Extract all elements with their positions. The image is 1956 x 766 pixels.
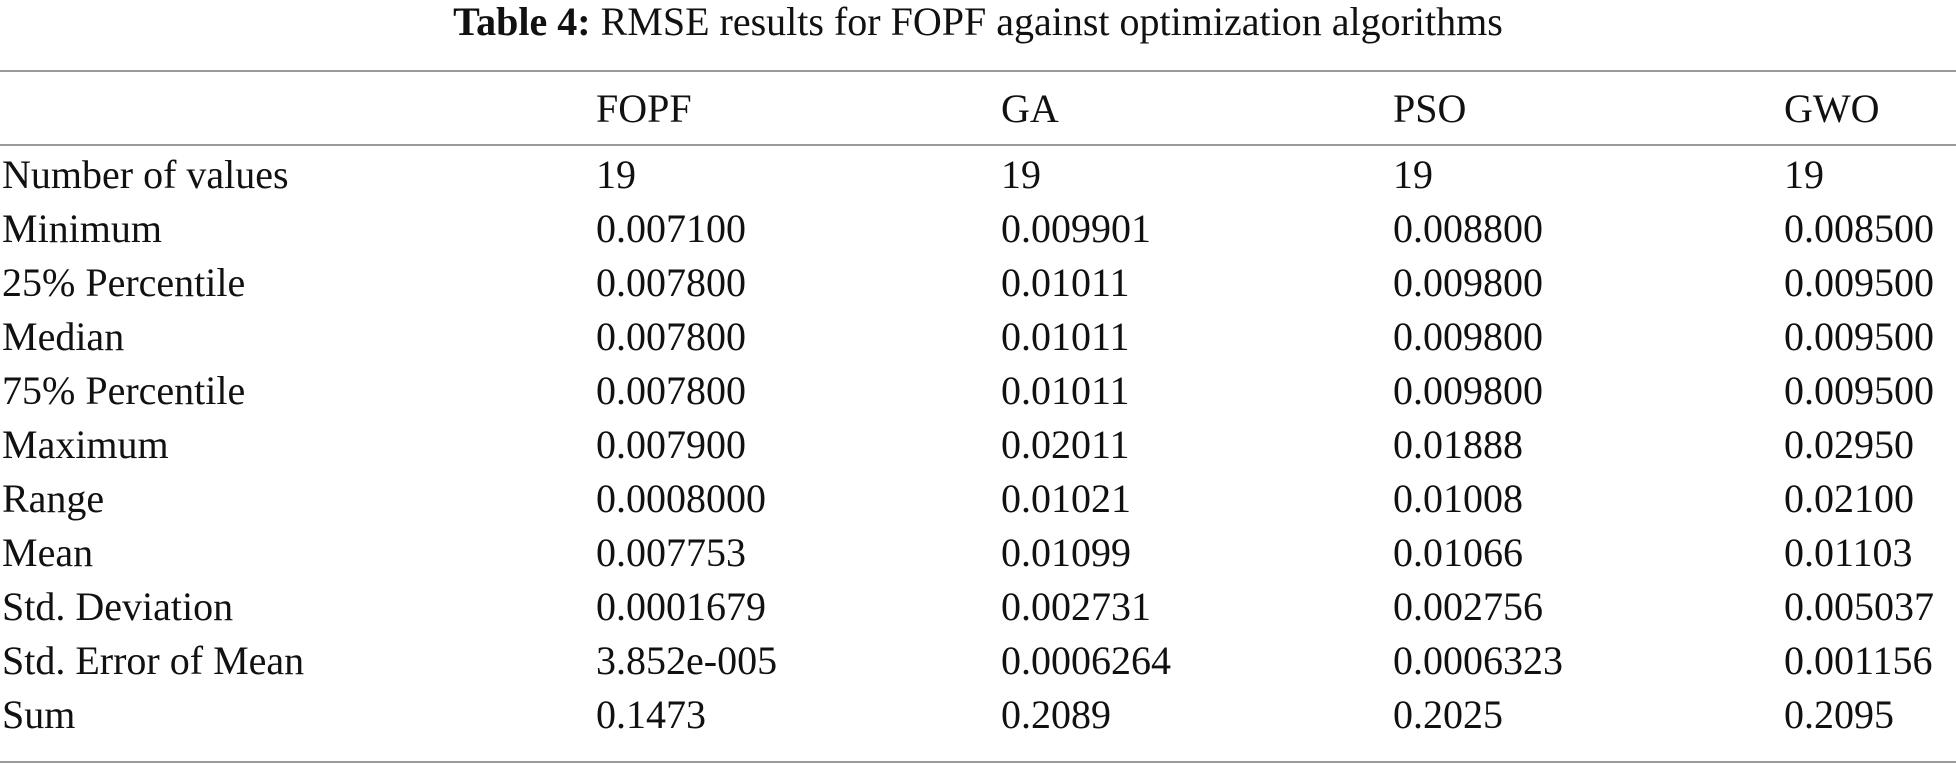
- table-cell: 0.01011: [1001, 314, 1130, 359]
- row-label: Std. Deviation: [2, 584, 234, 629]
- table-cell: 0.02011: [1001, 422, 1130, 467]
- row-label: Median: [2, 314, 125, 359]
- table-cell: 0.01011: [1001, 260, 1130, 305]
- table-cell: 0.01099: [1001, 530, 1131, 575]
- table-cell: 0.01011: [1001, 368, 1130, 413]
- table-cell: 0.01066: [1393, 530, 1523, 575]
- table-cell: 0.2025: [1393, 692, 1503, 737]
- table-cell: 0.008800: [1393, 206, 1543, 251]
- table-cell: 0.0006264: [1001, 638, 1171, 683]
- table-cell: 0.009500: [1784, 260, 1934, 305]
- table-row: 25% Percentile 0.007800 0.01011 0.009800…: [0, 256, 1956, 310]
- table-cell: 3.852e-005: [596, 638, 778, 683]
- table-caption: Table 4: RMSE results for FOPF against o…: [0, 0, 1956, 60]
- table-cell: 0.2089: [1001, 692, 1111, 737]
- table-header-rule: [0, 144, 1956, 146]
- table-cell: 0.009901: [1001, 206, 1151, 251]
- table-bottom-rule: [0, 761, 1956, 763]
- column-header-ga: GA: [1001, 86, 1059, 131]
- table-cell: 0.007800: [596, 260, 746, 305]
- table-cell: 0.0001679: [596, 584, 766, 629]
- row-label: Std. Error of Mean: [2, 638, 305, 683]
- table-row: Mean 0.007753 0.01099 0.01066 0.01103: [0, 526, 1956, 580]
- table-cell: 0.01103: [1784, 530, 1913, 575]
- table-caption-text: RMSE results for FOPF against optimizati…: [600, 0, 1503, 44]
- table-cell: 0.007800: [596, 368, 746, 413]
- table-cell: 0.0006323: [1393, 638, 1563, 683]
- table-cell: 0.01888: [1393, 422, 1523, 467]
- table-row: Std. Deviation 0.0001679 0.002731 0.0027…: [0, 580, 1956, 634]
- table-cell: 0.009500: [1784, 314, 1934, 359]
- table-row: Maximum 0.007900 0.02011 0.01888 0.02950: [0, 418, 1956, 472]
- table-row: Std. Error of Mean 3.852e-005 0.0006264 …: [0, 634, 1956, 688]
- table-cell: 0.009800: [1393, 260, 1543, 305]
- table-cell: 0.009800: [1393, 314, 1543, 359]
- table-cell: 0.008500: [1784, 206, 1934, 251]
- column-header-fopf: FOPF: [596, 86, 692, 131]
- row-label: Number of values: [2, 152, 289, 197]
- table-row: Range 0.0008000 0.01021 0.01008 0.02100: [0, 472, 1956, 526]
- table-cell: 0.01021: [1001, 476, 1131, 521]
- table-caption-label: Table 4:: [453, 0, 591, 44]
- table-cell: 19: [1784, 152, 1824, 197]
- row-label: 25% Percentile: [2, 260, 246, 305]
- table-cell: 0.002756: [1393, 584, 1543, 629]
- row-label: Maximum: [2, 422, 169, 467]
- table-row: Median 0.007800 0.01011 0.009800 0.00950…: [0, 310, 1956, 364]
- table-cell: 0.005037: [1784, 584, 1934, 629]
- table-cell: 0.007100: [596, 206, 746, 251]
- row-label: Sum: [2, 692, 76, 737]
- table-cell: 19: [596, 152, 636, 197]
- column-header-pso: PSO: [1393, 86, 1467, 131]
- table-header-row: FOPF GA PSO GWO: [0, 82, 1956, 136]
- table-row: Sum 0.1473 0.2089 0.2025 0.2095: [0, 688, 1956, 742]
- table-cell: 0.0008000: [596, 476, 766, 521]
- table-cell: 0.007753: [596, 530, 746, 575]
- table-cell: 0.001156: [1784, 638, 1933, 683]
- column-header-gwo: GWO: [1784, 86, 1880, 131]
- table-cell: 19: [1001, 152, 1041, 197]
- table-cell: 0.007900: [596, 422, 746, 467]
- table-row: Minimum 0.007100 0.009901 0.008800 0.008…: [0, 202, 1956, 256]
- table-cell: 0.009500: [1784, 368, 1934, 413]
- row-label: 75% Percentile: [2, 368, 246, 413]
- table-cell: 0.01008: [1393, 476, 1523, 521]
- table-cell: 0.007800: [596, 314, 746, 359]
- table-row: Number of values 19 19 19 19: [0, 148, 1956, 202]
- table-cell: 19: [1393, 152, 1433, 197]
- table-row: 75% Percentile 0.007800 0.01011 0.009800…: [0, 364, 1956, 418]
- table-cell: 0.1473: [596, 692, 706, 737]
- row-label: Mean: [2, 530, 94, 575]
- table-cell: 0.009800: [1393, 368, 1543, 413]
- table-cell: 0.2095: [1784, 692, 1894, 737]
- table-cell: 0.002731: [1001, 584, 1151, 629]
- table-cell: 0.02950: [1784, 422, 1914, 467]
- table-cell: 0.02100: [1784, 476, 1914, 521]
- table-top-rule: [0, 70, 1956, 72]
- row-label: Minimum: [2, 206, 163, 251]
- row-label: Range: [2, 476, 105, 521]
